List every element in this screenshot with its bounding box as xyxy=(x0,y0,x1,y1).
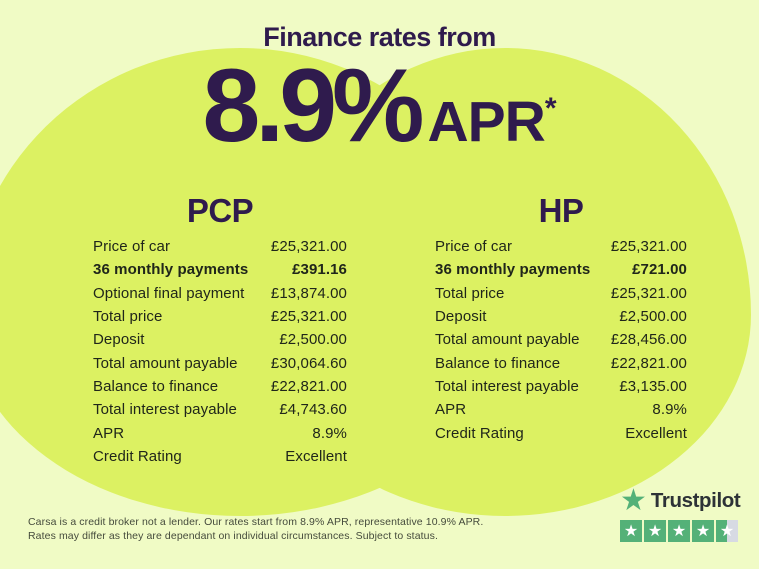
row-value: 8.9% xyxy=(652,401,687,419)
row-label: Deposit xyxy=(435,308,487,326)
finance-row: Credit Rating Excellent xyxy=(435,421,687,444)
row-value: Excellent xyxy=(625,424,687,442)
rating-star-box: ★ xyxy=(668,520,690,542)
trustpilot-rating-stars: ★ ★ ★ ★ ★ xyxy=(620,520,744,542)
rating-star-icon: ★ xyxy=(695,521,711,540)
pcp-table: PCP Price of car £25,321.00 36 monthly pay… xyxy=(93,193,347,468)
disclaimer-line-2: Rates may differ as they are dependant o… xyxy=(28,529,438,542)
row-label: Total price xyxy=(435,284,505,302)
row-label: Price of car xyxy=(435,238,513,256)
row-value: £2,500.00 xyxy=(279,331,347,349)
finance-row: Total amount payable £28,456.00 xyxy=(435,328,687,351)
row-value: £22,821.00 xyxy=(610,354,687,372)
hp-title: HP xyxy=(538,192,584,229)
row-label: Optional final payment xyxy=(93,284,245,302)
finance-row: Credit Rating Excellent xyxy=(93,445,347,468)
row-label: 36 monthly payments xyxy=(435,261,591,279)
finance-row: 36 monthly payments £721.00 xyxy=(435,258,687,281)
row-label: Total amount payable xyxy=(93,354,238,372)
hp-rows: Price of car £25,321.00 36 monthly payment… xyxy=(435,235,687,445)
pcp-title: PCP xyxy=(186,192,254,229)
finance-row: Price of car £25,321.00 xyxy=(93,235,347,258)
row-label: Balance to finance xyxy=(435,354,561,372)
rating-star-icon: ★ xyxy=(647,521,663,540)
row-label: Credit Rating xyxy=(435,424,524,442)
finance-row: Total interest payable £4,743.60 xyxy=(93,398,347,421)
rating-star-box: ★ xyxy=(620,520,642,542)
finance-row: 36 monthly payments £391.16 xyxy=(93,258,347,281)
row-value: £4,743.60 xyxy=(279,401,347,419)
rating-star-box: ★ xyxy=(692,520,714,542)
finance-row: Deposit £2,500.00 xyxy=(435,305,687,328)
row-value: £25,321.00 xyxy=(270,238,347,256)
row-value: Excellent xyxy=(285,447,347,465)
row-value: 8.9% xyxy=(312,424,347,442)
finance-row: Total interest payable £3,135.00 xyxy=(435,375,687,398)
trustpilot-widget: ★ Trustpilot ★ ★ ★ ★ ★ xyxy=(620,483,744,542)
rating-star-icon: ★ xyxy=(671,521,687,540)
row-label: Total price xyxy=(93,308,163,326)
row-label: Total interest payable xyxy=(93,401,237,419)
trustpilot-wordmark: Trustpilot xyxy=(650,489,741,512)
row-value: £25,321.00 xyxy=(610,284,687,302)
row-label: Price of car xyxy=(93,238,171,256)
row-value: £30,064.60 xyxy=(270,354,347,372)
row-value: £391.16 xyxy=(292,261,347,279)
finance-row: APR 8.9% xyxy=(93,421,347,444)
rating-star-icon: ★ xyxy=(623,521,639,540)
row-label: Total interest payable xyxy=(435,377,579,395)
finance-row: Deposit £2,500.00 xyxy=(93,328,347,351)
hp-table: HP Price of car £25,321.00 36 monthly paym… xyxy=(435,193,687,445)
row-value: £25,321.00 xyxy=(270,308,347,326)
trustpilot-star-icon: ★ xyxy=(620,483,647,518)
background-blob-right xyxy=(259,48,751,516)
row-label: 36 monthly payments xyxy=(93,261,249,279)
row-label: Credit Rating xyxy=(93,447,182,465)
finance-row: Balance to finance £22,821.00 xyxy=(435,351,687,374)
disclaimer-text: Carsa is a credit broker not a lender. O… xyxy=(28,516,498,544)
row-value: £2,500.00 xyxy=(619,308,687,326)
row-label: Total amount payable xyxy=(435,331,580,349)
row-value: £25,321.00 xyxy=(610,238,687,256)
row-value: £13,874.00 xyxy=(270,284,347,302)
rating-star-icon: ★ xyxy=(719,521,735,540)
trustpilot-logo: ★ Trustpilot xyxy=(620,483,744,518)
finance-row: APR 8.9% xyxy=(435,398,687,421)
row-label: Deposit xyxy=(93,331,145,349)
rate-suffix: APR xyxy=(427,90,546,154)
row-value: £28,456.00 xyxy=(610,331,687,349)
row-value: £3,135.00 xyxy=(619,377,687,395)
row-value: £721.00 xyxy=(632,261,687,279)
rate-asterisk-icon: * xyxy=(544,92,557,125)
finance-row: Price of car £25,321.00 xyxy=(435,235,687,258)
row-value: £22,821.00 xyxy=(270,377,347,395)
finance-row: Total amount payable £30,064.60 xyxy=(93,351,347,374)
finance-row: Balance to finance £22,821.00 xyxy=(93,375,347,398)
rate-line: 8.9% APR * xyxy=(0,48,759,164)
finance-row: Total price £25,321.00 xyxy=(93,305,347,328)
rate-value: 8.9% xyxy=(202,48,424,164)
row-label: APR xyxy=(93,424,125,442)
finance-row: Optional final payment £13,874.00 xyxy=(93,282,347,305)
row-label: APR xyxy=(435,401,467,419)
pcp-rows: Price of car £25,321.00 36 monthly payment… xyxy=(93,235,347,468)
finance-row: Total price £25,321.00 xyxy=(435,282,687,305)
rating-star-box: ★ xyxy=(644,520,666,542)
rating-star-box: ★ xyxy=(716,520,738,542)
disclaimer-line-1: Carsa is a credit broker not a lender. O… xyxy=(28,516,484,528)
banner-title: Finance rates from xyxy=(263,22,496,52)
row-label: Balance to finance xyxy=(93,377,219,395)
